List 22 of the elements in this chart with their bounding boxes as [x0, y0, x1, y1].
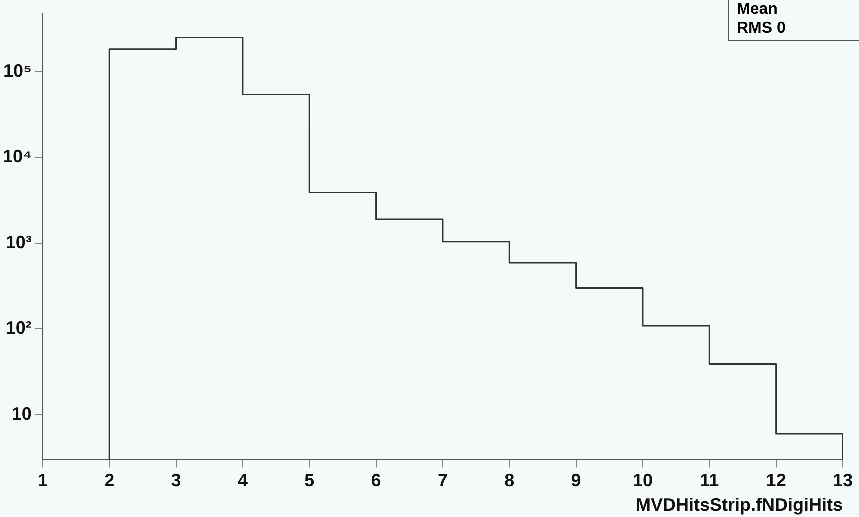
x-tick-label: 3 [171, 470, 182, 491]
x-tick-label: 1 [38, 470, 48, 491]
x-tick-label: 13 [832, 470, 854, 491]
y-tick-label: 10⁴ [2, 146, 32, 167]
x-tick-label: 8 [504, 470, 515, 491]
x-tick-label: 9 [571, 470, 582, 491]
x-tick-label: 6 [371, 470, 382, 491]
x-tick-label: 12 [766, 470, 786, 491]
x-axis-title: MVDHitsStrip.fNDigiHits [636, 495, 843, 516]
annotation: Mean [737, 0, 779, 19]
x-tick-label: 4 [238, 470, 248, 491]
y-tick-label: 10 [12, 404, 32, 424]
x-tick-label: 5 [304, 470, 315, 491]
x-tick-label: 11 [700, 470, 720, 491]
y-tick-label: 10³ [6, 232, 32, 252]
stats-box: Mean RMS 0 [728, 0, 859, 41]
annotation: RMS 0 [737, 19, 787, 38]
x-tick-label: 2 [104, 470, 115, 491]
x-tick-label: 10 [632, 470, 653, 491]
x-tick-label: 7 [438, 470, 448, 491]
y-tick-label: 10⁵ [3, 60, 32, 81]
y-tick-label: 10² [6, 318, 32, 338]
